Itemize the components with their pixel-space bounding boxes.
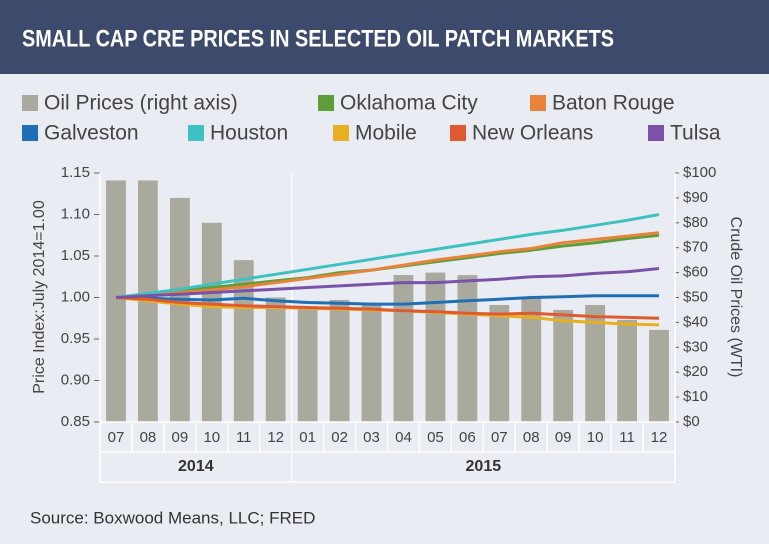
- legend-label: Houston: [210, 122, 288, 145]
- bar: [297, 307, 318, 422]
- bar: [393, 275, 414, 422]
- legend-label: Oklahoma City: [340, 92, 478, 115]
- y2-tick-label: $100: [683, 164, 716, 181]
- y-tick-label: 1.00: [61, 288, 90, 305]
- x-tick-label: 09: [172, 429, 189, 446]
- x-tick-label: 12: [651, 429, 668, 446]
- line: [115, 267, 660, 299]
- bar: [169, 197, 190, 422]
- legend-label: Baton Rouge: [552, 92, 675, 115]
- bar: [361, 304, 382, 422]
- legend-swatch: [318, 95, 334, 111]
- chart-title: SMALL CAP CRE PRICES IN SELECTED OIL PAT…: [22, 25, 614, 52]
- title-bar: [0, 0, 769, 74]
- x-tick-label: 07: [491, 429, 508, 446]
- x-tick-label: 02: [331, 429, 348, 446]
- y-axis-label: Price Index:July 2014=1.00: [31, 200, 48, 394]
- legend-swatch: [530, 95, 546, 111]
- y2-tick-label: $30: [683, 338, 708, 355]
- legend-swatch: [22, 125, 38, 141]
- bar: [329, 299, 350, 422]
- y-tick-label: 0.85: [61, 413, 90, 430]
- bar: [265, 297, 286, 422]
- bar: [425, 272, 446, 422]
- x-tick-label: 04: [395, 429, 412, 446]
- y2-tick-label: $50: [683, 288, 708, 305]
- bar: [617, 319, 637, 422]
- line: [115, 231, 660, 299]
- x-tick-label: 03: [363, 429, 380, 446]
- y-tick-label: 0.95: [61, 330, 90, 347]
- x-tick-label: 01: [299, 429, 316, 446]
- y-tick-label: 1.15: [61, 164, 90, 181]
- legend-label: Mobile: [355, 122, 417, 145]
- bar: [521, 297, 542, 422]
- x-tick-label: 09: [555, 429, 572, 446]
- line: [115, 296, 660, 320]
- y2-tick-label: $90: [683, 189, 708, 206]
- bar: [201, 222, 222, 422]
- bar: [233, 260, 254, 422]
- y2-axis-label: Crude Oil Prices (WTI): [727, 217, 744, 378]
- x-tick-label: 08: [523, 429, 540, 446]
- legend-label: Tulsa: [670, 122, 721, 145]
- year-label: 2015: [466, 458, 502, 475]
- x-tick-label: 05: [427, 429, 444, 446]
- line: [115, 294, 659, 306]
- y2-tick-label: $80: [683, 214, 708, 231]
- legend-swatch: [333, 125, 349, 141]
- year-label: 2014: [178, 458, 214, 475]
- legend-label: Oil Prices (right axis): [44, 92, 238, 115]
- source: Source: Boxwood Means, LLC; FRED: [30, 508, 315, 527]
- x-tick-label: 10: [203, 429, 220, 446]
- y-tick-label: 1.05: [61, 247, 90, 264]
- legend-swatch: [22, 95, 38, 111]
- x-tick-label: 11: [619, 429, 635, 446]
- bar: [553, 309, 574, 422]
- y-tick-label: 1.10: [61, 205, 90, 222]
- legend-swatch: [450, 125, 466, 141]
- bar: [457, 275, 478, 422]
- y2-tick-label: $60: [683, 264, 708, 281]
- x-tick-label: 12: [267, 429, 284, 446]
- line: [115, 213, 660, 299]
- legend-label: Galveston: [44, 122, 139, 145]
- y-tick-label: 0.90: [61, 371, 90, 388]
- y2-tick-label: $10: [683, 388, 708, 405]
- y2-tick-label: $40: [683, 313, 708, 330]
- legend-swatch: [188, 125, 204, 141]
- legend-label: New Orleans: [472, 122, 593, 145]
- bar: [649, 329, 669, 422]
- y2-tick-label: $0: [683, 413, 700, 430]
- bar: [489, 304, 510, 422]
- y2-tick-label: $20: [683, 363, 708, 380]
- bar: [585, 304, 606, 422]
- bar: [106, 180, 126, 422]
- x-tick-label: 10: [587, 429, 604, 446]
- x-tick-label: 07: [108, 429, 125, 446]
- x-tick-label: 08: [140, 429, 157, 446]
- legend-swatch: [648, 125, 664, 141]
- y2-tick-label: $70: [683, 239, 708, 256]
- x-tick-label: 06: [459, 429, 476, 446]
- x-tick-label: 11: [236, 429, 252, 446]
